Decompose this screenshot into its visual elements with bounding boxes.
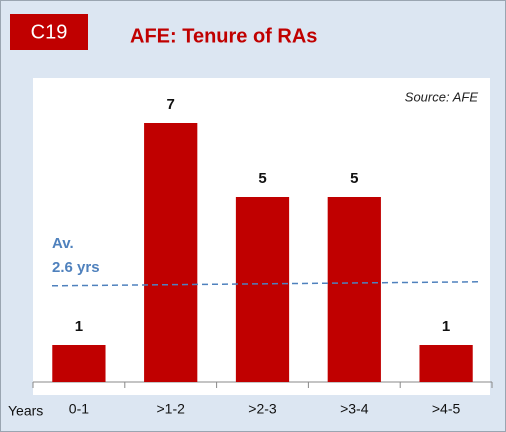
bar <box>52 345 106 382</box>
x-tick-label: 0-1 <box>69 401 89 417</box>
bar <box>235 197 290 382</box>
x-axis-label: Years <box>8 403 43 419</box>
bar <box>327 197 381 382</box>
data-label: 5 <box>350 170 358 187</box>
x-tick-label: >1-2 <box>156 401 185 417</box>
code-box <box>10 14 88 50</box>
average-label: 2.6 yrs <box>52 259 100 276</box>
x-tick-label: >2-3 <box>248 401 277 417</box>
bar <box>144 123 198 382</box>
x-tick-label: >3-4 <box>340 401 369 417</box>
source-note: Source: AFE <box>405 89 479 104</box>
chart-code: C19 <box>31 21 68 43</box>
data-label: 1 <box>442 318 450 335</box>
data-label: 1 <box>75 318 83 335</box>
data-label: 5 <box>258 170 266 187</box>
x-tick-label: >4-5 <box>432 401 461 417</box>
data-label: 7 <box>167 96 175 113</box>
average-label: Av. <box>52 235 74 252</box>
bar <box>419 345 473 382</box>
average-line <box>51 281 479 287</box>
chart-title: AFE: Tenure of RAs <box>130 25 317 47</box>
